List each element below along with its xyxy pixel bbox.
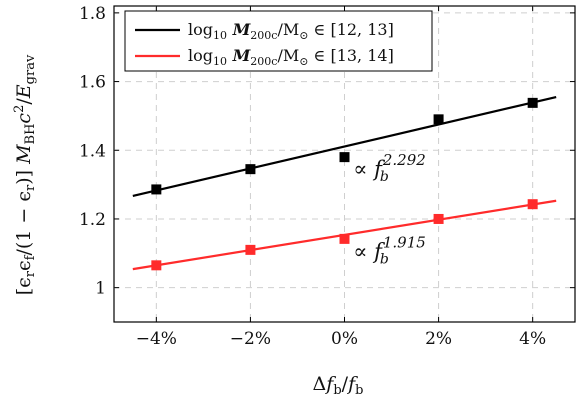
y-axis-ticks: 1 1.2 1.4 1.6 1.8 [79, 4, 575, 299]
x-tick-label: 2% [425, 329, 452, 349]
x-tick-label: −4% [136, 329, 177, 349]
x-tick-label: 4% [519, 329, 546, 349]
fit-annotation-series-2: ∝ fb1.915 [353, 233, 426, 267]
fit-annotation-series-1: ∝ fb2.292 [353, 151, 426, 185]
x-tick-label: 0% [331, 329, 358, 349]
grid [114, 6, 575, 322]
data-point-series-2 [151, 260, 162, 271]
x-axis-ticks: −4% −2% 0% 2% 4% [136, 6, 546, 349]
fit-line-series-1 [132, 95, 557, 198]
y-tick-label: 1 [95, 279, 106, 299]
y-tick-label: 1.6 [79, 73, 106, 93]
data-point-series-2 [245, 244, 256, 255]
data-point-series-1 [245, 164, 256, 175]
y-tick-label: 1.2 [79, 210, 106, 230]
data-point-series-2 [527, 199, 538, 210]
x-tick-label: −2% [230, 329, 271, 349]
legend: log10 M200c/M⊙ ∈ [12, 13] log10 M200c/M⊙… [124, 10, 433, 72]
legend-label-series-1: log10 M200c/M⊙ ∈ [12, 13] [188, 20, 394, 42]
data-point-series-1 [339, 152, 350, 163]
data-points [151, 97, 538, 271]
data-point-series-1 [151, 184, 162, 195]
x-axis-label: Δfb/fb [313, 373, 364, 398]
y-tick-label: 1.8 [79, 4, 106, 24]
data-point-series-1 [433, 114, 444, 125]
data-point-series-2 [433, 213, 444, 224]
y-axis-label: [ϵrϵf/(1 − ϵr)] MBHc2/Egrav [12, 54, 38, 295]
annotations: ∝ fb2.292 ∝ fb1.915 [353, 151, 426, 267]
legend-box [124, 10, 433, 72]
data-point-series-1 [527, 97, 538, 108]
legend-label-series-2: log10 M200c/M⊙ ∈ [13, 14] [188, 46, 394, 68]
y-tick-label: 1.4 [79, 141, 106, 161]
data-point-series-2 [339, 233, 350, 244]
